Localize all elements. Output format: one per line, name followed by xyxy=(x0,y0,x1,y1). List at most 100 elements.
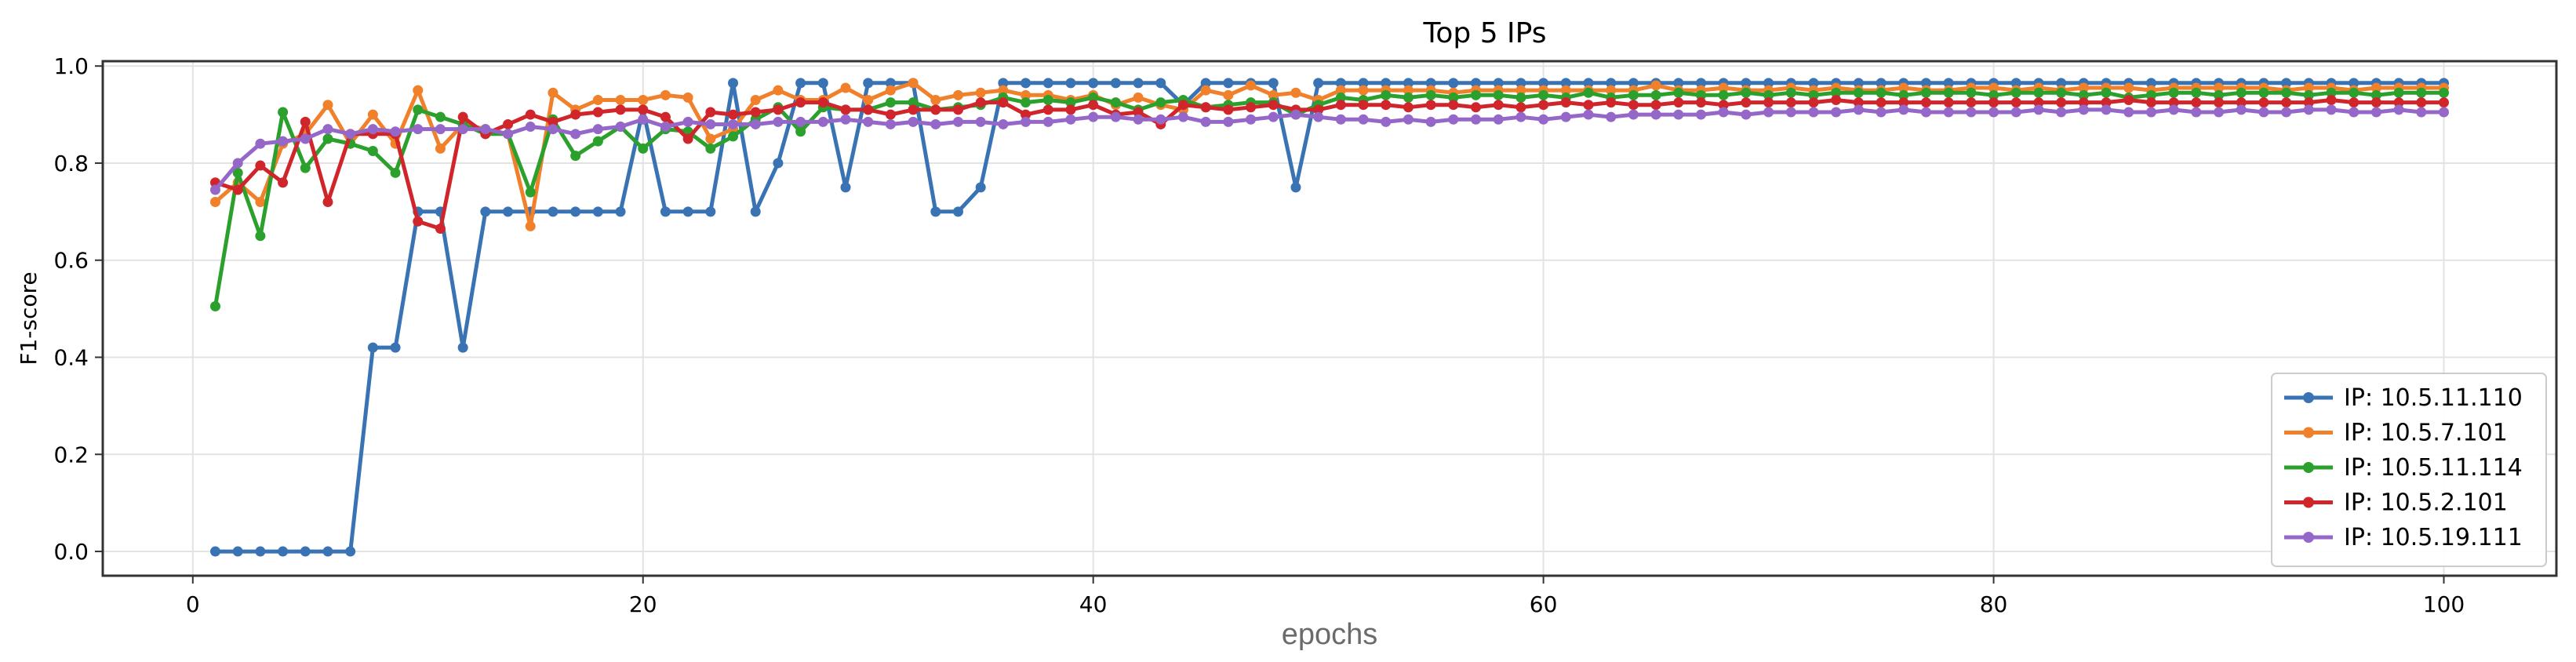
series-line xyxy=(213,90,2444,307)
data-point xyxy=(2303,104,2314,115)
data-point xyxy=(592,136,603,147)
data-point xyxy=(863,116,874,127)
series-line xyxy=(213,107,2444,191)
data-point xyxy=(1696,97,1707,108)
data-point xyxy=(705,206,716,217)
data-point xyxy=(817,78,828,89)
data-point xyxy=(2145,89,2156,100)
data-point xyxy=(1673,78,1684,89)
data-point xyxy=(998,85,1009,96)
data-point xyxy=(1133,114,1144,125)
data-point xyxy=(1493,114,1504,125)
data-point xyxy=(1042,104,1053,115)
data-point xyxy=(2236,104,2247,115)
data-point xyxy=(2326,104,2337,115)
data-point xyxy=(908,78,919,89)
plot-frame xyxy=(101,60,2558,577)
data-point xyxy=(255,546,266,557)
data-point xyxy=(1920,78,1931,89)
legend-swatch-marker xyxy=(2303,462,2314,473)
data-point xyxy=(1515,111,1526,122)
data-point xyxy=(1042,116,1053,127)
x-tick-label: 40 xyxy=(1079,591,1108,617)
legend-swatch-marker xyxy=(2303,427,2314,438)
data-point xyxy=(503,118,514,129)
data-point xyxy=(975,87,986,98)
data-point xyxy=(1268,111,1279,122)
data-point xyxy=(1808,89,1819,100)
legend-swatch-marker xyxy=(2303,532,2314,543)
data-point xyxy=(1606,97,1617,108)
grid xyxy=(103,61,2556,576)
data-point xyxy=(2349,87,2360,98)
data-point xyxy=(1943,78,1954,89)
data-point xyxy=(682,92,693,103)
data-point xyxy=(2349,107,2360,118)
data-point xyxy=(367,145,378,156)
data-point xyxy=(2303,97,2314,108)
data-point xyxy=(2056,107,2067,118)
data-point xyxy=(232,158,243,169)
data-point xyxy=(345,129,356,140)
data-point xyxy=(322,133,333,144)
data-point xyxy=(952,206,963,217)
data-point xyxy=(952,116,963,127)
data-point xyxy=(1313,104,1324,115)
data-point xyxy=(1200,116,1211,127)
data-point xyxy=(2191,107,2202,118)
data-point xyxy=(1425,89,1436,100)
data-point xyxy=(773,85,784,96)
data-point xyxy=(1673,109,1684,120)
data-point xyxy=(1628,100,1639,111)
data-point xyxy=(322,100,333,111)
data-point xyxy=(570,109,581,120)
legend-label: IP: 10.5.11.110 xyxy=(2344,384,2523,412)
data-point xyxy=(548,116,558,127)
data-point xyxy=(1493,78,1504,89)
data-point xyxy=(750,118,761,129)
data-point xyxy=(1988,82,1999,93)
data-point xyxy=(1583,87,1594,98)
data-point xyxy=(660,122,671,133)
x-tick-label: 0 xyxy=(186,591,200,617)
data-point xyxy=(1853,87,1864,98)
data-point xyxy=(300,162,311,173)
data-point xyxy=(209,301,220,312)
data-point xyxy=(705,143,716,154)
data-point xyxy=(1133,92,1144,103)
data-point xyxy=(1763,97,1774,108)
data-point xyxy=(457,111,468,122)
legend-box xyxy=(2271,373,2547,567)
data-point xyxy=(1448,100,1459,111)
data-point xyxy=(2393,87,2404,98)
data-point xyxy=(1425,100,1436,111)
data-point xyxy=(975,97,986,108)
data-point xyxy=(2145,107,2156,118)
data-point xyxy=(1763,107,1774,118)
data-point xyxy=(1808,78,1819,89)
data-point xyxy=(795,126,806,137)
data-point xyxy=(2056,97,2067,108)
data-point xyxy=(413,85,424,96)
data-point xyxy=(840,82,851,93)
data-point xyxy=(255,160,266,171)
data-point xyxy=(209,196,220,207)
data-point xyxy=(998,118,1009,129)
data-point xyxy=(1246,114,1257,125)
data-point xyxy=(2145,97,2156,108)
data-point xyxy=(1335,114,1346,125)
data-point xyxy=(1403,78,1414,89)
data-point xyxy=(232,546,243,557)
data-point xyxy=(975,182,986,193)
series-line xyxy=(213,81,2444,228)
data-point xyxy=(2439,107,2450,118)
data-point xyxy=(885,118,896,129)
data-point xyxy=(525,122,536,133)
data-point xyxy=(1471,102,1482,113)
data-point xyxy=(1560,111,1571,122)
data-point xyxy=(2214,97,2225,108)
data-point xyxy=(570,206,581,217)
data-point xyxy=(885,78,896,89)
data-point xyxy=(1560,85,1571,96)
series-line xyxy=(214,98,2444,231)
